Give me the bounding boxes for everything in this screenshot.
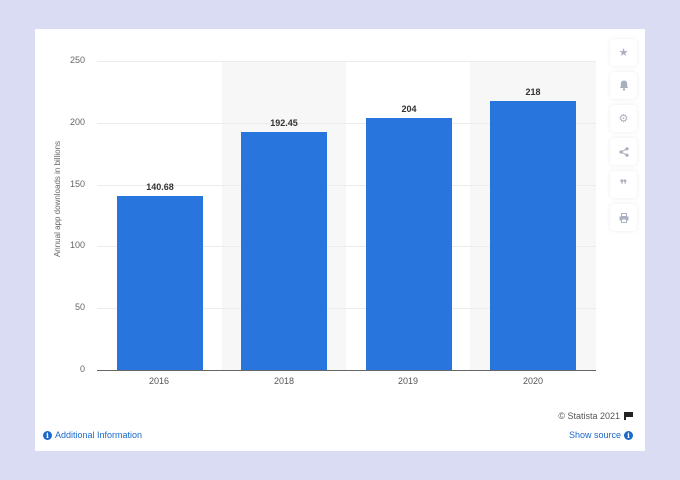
info-icon: i (43, 430, 52, 440)
bar-value-label: 204 (401, 103, 417, 114)
y-tick-50: 50 (74, 302, 85, 312)
bar-value-label: 192.45 (270, 118, 298, 129)
y-tick-100: 100 (69, 240, 85, 250)
bell-icon (619, 80, 628, 91)
x-tick-2019: 2019 (397, 376, 419, 386)
bar-value-label: 140.68 (146, 182, 174, 193)
x-tick-2020: 2020 (522, 376, 544, 386)
y-tick-150: 150 (69, 179, 85, 189)
gridline-100 (97, 246, 596, 247)
bar-2016[interactable] (117, 196, 203, 370)
favorite-button[interactable]: ★ (610, 39, 637, 66)
gridline-50 (97, 308, 596, 309)
cite-button[interactable]: ❞ (610, 171, 637, 198)
print-button[interactable] (610, 204, 637, 231)
y-tick-250: 250 (69, 55, 85, 65)
y-tick-200: 200 (69, 117, 85, 127)
bar-2019[interactable] (366, 117, 452, 370)
flag-icon[interactable] (624, 412, 633, 420)
additional-information-label: Additional Information (55, 430, 143, 440)
settings-button[interactable]: ⚙ (610, 105, 637, 132)
notification-button[interactable] (610, 72, 637, 99)
share-icon (618, 146, 629, 157)
print-icon (619, 212, 628, 223)
share-button[interactable] (610, 138, 637, 165)
x-axis-line (97, 370, 596, 371)
bar-2020[interactable] (490, 100, 576, 370)
chart-card: Annual app downloads in billions 250 200… (35, 29, 645, 451)
copyright-credit: © Statista 2021 (558, 411, 633, 421)
x-tick-2018: 2018 (273, 376, 295, 386)
bar-value-label: 218 (525, 86, 541, 97)
gridline-150 (97, 185, 596, 186)
credit-text: © Statista 2021 (558, 411, 620, 421)
star-icon: ★ (618, 47, 629, 59)
gridline-250 (97, 61, 596, 62)
gear-icon: ⚙ (618, 113, 629, 125)
show-source-label: Show source (568, 430, 621, 440)
chart-toolbar: ★ ⚙ ❞ (610, 39, 637, 237)
quote-icon: ❞ (619, 176, 628, 192)
y-tick-0: 0 (79, 364, 85, 374)
bar-2018[interactable] (241, 132, 327, 370)
x-tick-2016: 2016 (148, 376, 170, 386)
gridline-200 (97, 123, 596, 124)
bar-chart: Annual app downloads in billions 250 200… (35, 29, 645, 451)
info-icon: i (624, 430, 633, 440)
additional-information-link[interactable]: i Additional Information (43, 430, 142, 440)
show-source-link[interactable]: Show source i (569, 430, 633, 440)
